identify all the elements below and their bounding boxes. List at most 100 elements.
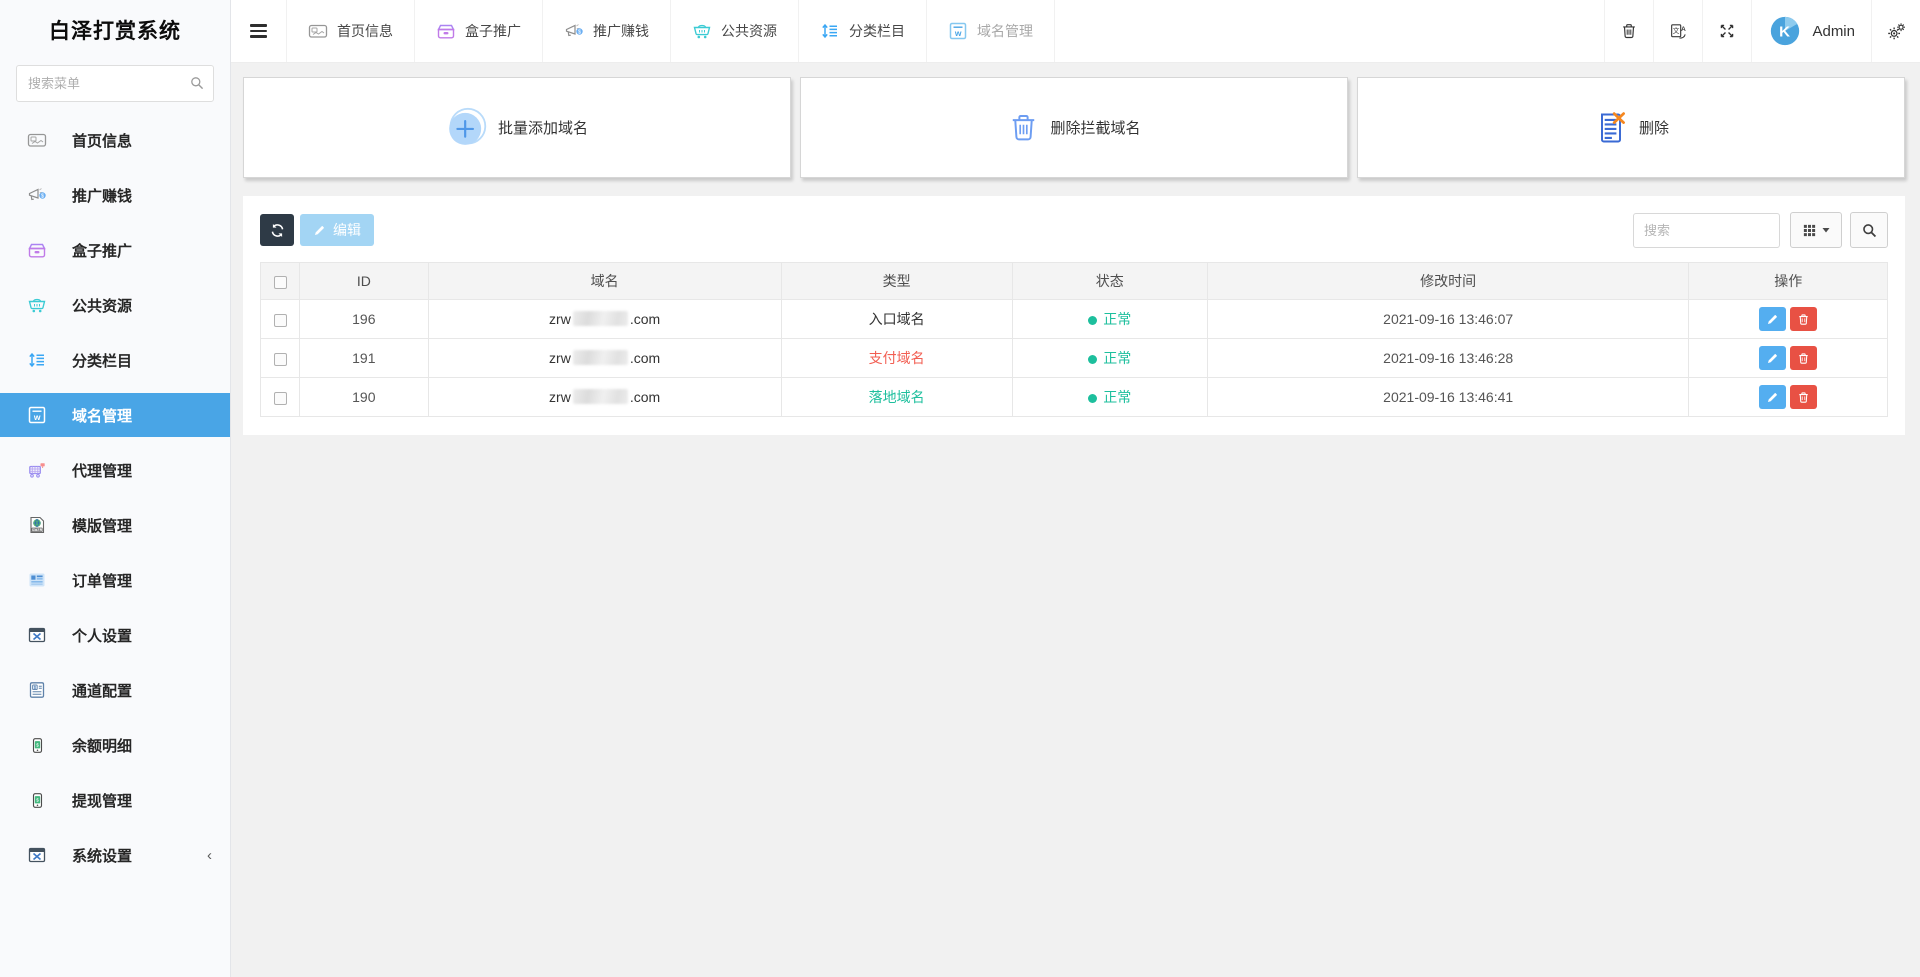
row-delete-button[interactable] — [1790, 346, 1818, 370]
column-header: ID — [299, 262, 429, 300]
box-icon — [436, 21, 456, 41]
svg-text:$: $ — [36, 742, 39, 748]
sidebar-item-balance-detail[interactable]: $ 余额明细 — [0, 723, 230, 767]
tab-public-resource[interactable]: 公共资源 — [670, 0, 798, 62]
row-checkbox[interactable] — [273, 352, 287, 366]
sidebar-item-public-resource[interactable]: 公共资源 — [0, 283, 230, 327]
row-edit-button[interactable] — [1759, 307, 1787, 331]
sidebar-item-box-promote[interactable]: 盒子推广 — [0, 228, 230, 272]
window-tools-icon — [26, 625, 48, 645]
toolbar-right — [1633, 212, 1888, 248]
sidebar-item-agent-manage[interactable]: 代理管理 — [0, 448, 230, 492]
sidebar-item-home-info[interactable]: 首页信息 — [0, 118, 230, 162]
row-checkbox[interactable] — [273, 391, 287, 405]
tab-domain-manage[interactable]: w 域名管理 — [926, 0, 1055, 62]
svg-text:$: $ — [41, 194, 45, 200]
row-edit-button[interactable] — [1759, 346, 1787, 370]
sidebar-item-category[interactable]: 分类栏目 — [0, 338, 230, 382]
columns-toggle-button[interactable] — [1790, 212, 1842, 248]
cell-actions — [1688, 338, 1888, 378]
cell-actions — [1688, 377, 1888, 417]
sidebar-item-label: 公共资源 — [72, 297, 133, 315]
batch-add-domain-card[interactable]: 批量添加域名 — [243, 77, 791, 178]
tab-label: 域名管理 — [977, 23, 1033, 39]
action-cards: 批量添加域名 删除拦截域名 删除 — [243, 77, 1905, 178]
masked-domain-segment — [572, 311, 628, 326]
sidebar-item-label: 首页信息 — [72, 132, 133, 150]
trash-icon[interactable] — [1604, 0, 1654, 62]
table-header-row: ID 域名 类型 状态 修改时间 操作 — [259, 262, 1888, 300]
cell-id: 196 — [299, 299, 429, 339]
table-search-input[interactable] — [1633, 212, 1780, 248]
home-info-icon — [26, 130, 48, 150]
cell-status: 正常 — [1011, 377, 1208, 417]
svg-text:文: 文 — [1673, 25, 1680, 34]
sidebar-search-input[interactable] — [16, 65, 214, 102]
cell-type: 支付域名 — [780, 338, 1013, 378]
select-all-checkbox[interactable] — [273, 275, 287, 289]
gears-icon[interactable] — [1871, 0, 1920, 62]
table-row: 191 zrw .com 支付域名 正常 2021-09-16 13:46:28 — [259, 338, 1888, 378]
hamburger-menu-icon[interactable] — [231, 0, 286, 62]
sidebar-item-label: 系统设置 — [72, 847, 133, 865]
cell-id: 191 — [299, 338, 429, 378]
search-button[interactable] — [1850, 212, 1888, 248]
column-header: 类型 — [780, 262, 1013, 300]
svg-text:w: w — [33, 412, 41, 422]
tab-label: 盒子推广 — [465, 23, 521, 39]
tab-promote-earn[interactable]: $ 推广赚钱 — [542, 0, 670, 62]
sidebar-item-label: 个人设置 — [72, 627, 133, 645]
megaphone-icon: $ — [26, 185, 48, 205]
phone-dollar-icon: $ — [26, 791, 48, 810]
plus-circle-icon — [446, 107, 488, 149]
masked-domain-segment — [572, 389, 628, 404]
status-dot-icon — [1088, 394, 1098, 403]
svg-text:w: w — [954, 28, 962, 38]
row-edit-button[interactable] — [1759, 385, 1787, 409]
card-label: 删除拦截域名 — [1050, 120, 1141, 137]
fullscreen-icon[interactable] — [1702, 0, 1752, 62]
edit-button[interactable]: 编辑 — [300, 214, 374, 246]
tab-category[interactable]: 分类栏目 — [798, 0, 926, 62]
tab-box-promote[interactable]: 盒子推广 — [414, 0, 542, 62]
sidebar-item-promote-earn[interactable]: $ 推广赚钱 — [0, 173, 230, 217]
row-delete-button[interactable] — [1790, 385, 1818, 409]
tab-home-info[interactable]: 首页信息 — [286, 0, 414, 62]
delete-intercepted-domain-card[interactable]: 删除拦截域名 — [800, 77, 1348, 178]
delete-card[interactable]: 删除 — [1357, 77, 1905, 178]
sidebar-item-system-settings[interactable]: 系统设置 ‹ — [0, 833, 230, 877]
cell-modified-time: 2021-09-16 13:46:28 — [1206, 338, 1690, 378]
cell-status: 正常 — [1011, 299, 1208, 339]
edit-button-label: 编辑 — [333, 222, 361, 238]
sidebar-search — [16, 65, 214, 102]
sidebar-item-domain-manage[interactable]: w 域名管理 — [0, 393, 230, 437]
avatar: K — [1768, 14, 1802, 48]
sidebar-item-label: 盒子推广 — [72, 242, 133, 260]
sidebar-item-channel-config[interactable]: $ 通道配置 — [0, 668, 230, 712]
cell-status: 正常 — [1011, 338, 1208, 378]
sidebar-item-order-manage[interactable]: 订单管理 — [0, 558, 230, 602]
refresh-button[interactable] — [260, 214, 294, 246]
column-header: 操作 — [1688, 262, 1888, 300]
sidebar-item-personal-settings[interactable]: 个人设置 — [0, 613, 230, 657]
user-menu[interactable]: K Admin — [1751, 0, 1871, 62]
row-checkbox[interactable] — [273, 313, 287, 327]
tab-label: 首页信息 — [337, 23, 393, 39]
row-delete-button[interactable] — [1790, 307, 1818, 331]
svg-text:A: A — [1681, 26, 1686, 33]
sidebar-item-template-manage[interactable]: HTML 模版管理 — [0, 503, 230, 547]
sidebar-item-label: 通道配置 — [72, 682, 133, 700]
sidebar-item-label: 代理管理 — [72, 462, 133, 480]
sidebar-item-withdraw-manage[interactable]: $ 提现管理 — [0, 778, 230, 822]
cart-icon — [26, 295, 48, 315]
cell-domain: zrw .com — [427, 299, 782, 339]
topnav-tabs: 首页信息 盒子推广 $ 推广赚钱 公共资源 分类栏目 w 域名管理 — [286, 0, 1055, 62]
grid-icon — [1802, 223, 1817, 238]
order-board-icon — [26, 570, 48, 590]
table-row: 196 zrw .com 入口域名 正常 2021-09-16 13:46:07 — [259, 299, 1888, 339]
